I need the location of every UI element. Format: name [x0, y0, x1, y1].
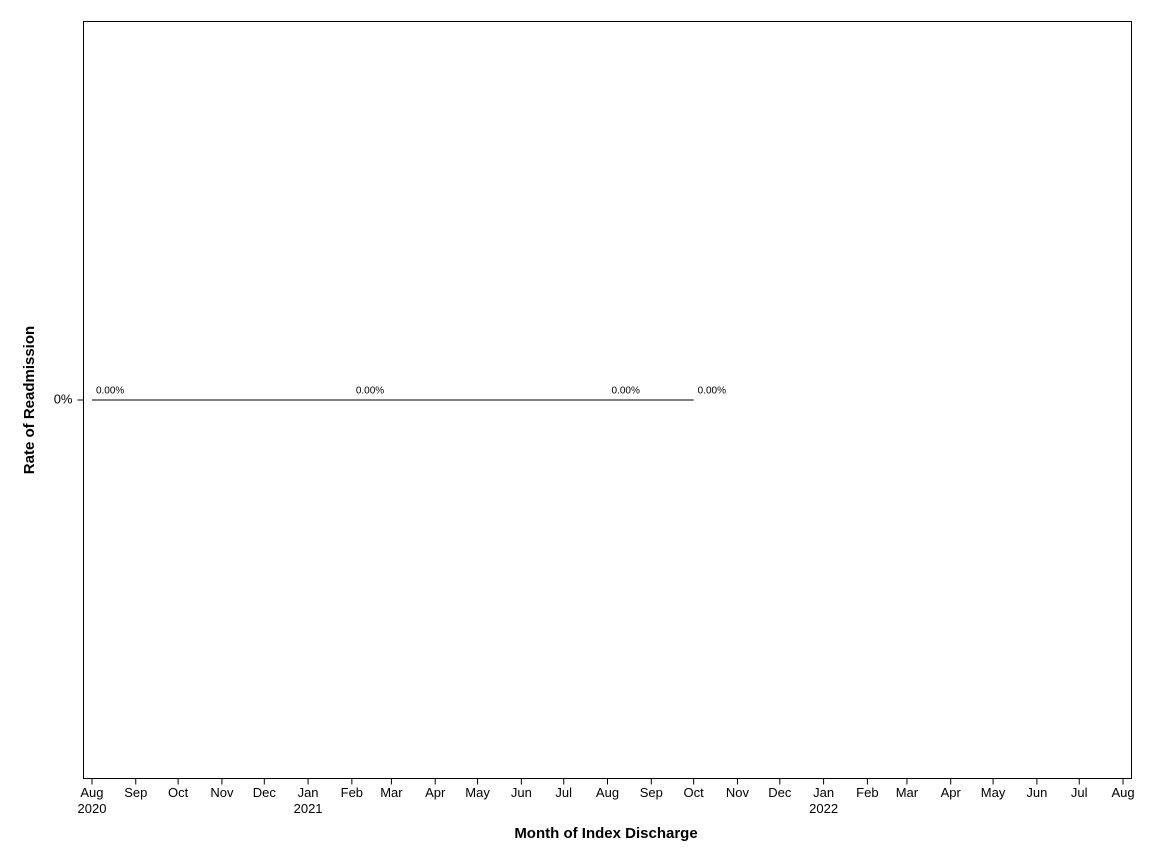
x-tick-label: Jul	[1071, 785, 1088, 800]
x-tick-label: Nov	[210, 785, 234, 800]
x-tick-label: Aug	[80, 785, 103, 800]
x-tick-label: Feb	[341, 785, 363, 800]
x-tick-label: Sep	[640, 785, 663, 800]
x-tick-label: Jun	[1026, 785, 1047, 800]
x-tick-label: Dec	[768, 785, 792, 800]
data-label: 0.00%	[96, 386, 124, 397]
x-tick-year: 2022	[809, 801, 838, 816]
x-tick-label: Nov	[726, 785, 750, 800]
x-tick-label: May	[981, 785, 1006, 800]
x-tick-label: Sep	[124, 785, 147, 800]
x-tick-label: Oct	[168, 785, 189, 800]
x-tick-label: Aug	[596, 785, 619, 800]
y-axis-title: Rate of Readmission	[21, 326, 38, 474]
x-tick-label: Jan	[298, 785, 319, 800]
data-label: 0.00%	[698, 386, 726, 397]
x-tick-label: Aug	[1111, 785, 1134, 800]
data-label: 0.00%	[612, 386, 640, 397]
x-tick-label: Apr	[425, 785, 446, 800]
data-label: 0.00%	[356, 386, 384, 397]
x-tick-label: Mar	[896, 785, 919, 800]
x-tick-year: 2020	[78, 801, 107, 816]
x-tick-label: Oct	[684, 785, 705, 800]
x-tick-year: 2021	[294, 801, 323, 816]
x-tick-label: Jan	[813, 785, 834, 800]
x-tick-label: Feb	[856, 785, 878, 800]
x-tick-label: May	[465, 785, 490, 800]
x-tick-label: Dec	[253, 785, 277, 800]
x-axis-title: Month of Index Discharge	[514, 825, 697, 842]
x-tick-label: Jun	[511, 785, 532, 800]
y-tick-label: 0%	[54, 391, 73, 406]
x-tick-label: Jul	[555, 785, 572, 800]
x-tick-label: Apr	[941, 785, 962, 800]
x-tick-label: Mar	[380, 785, 403, 800]
